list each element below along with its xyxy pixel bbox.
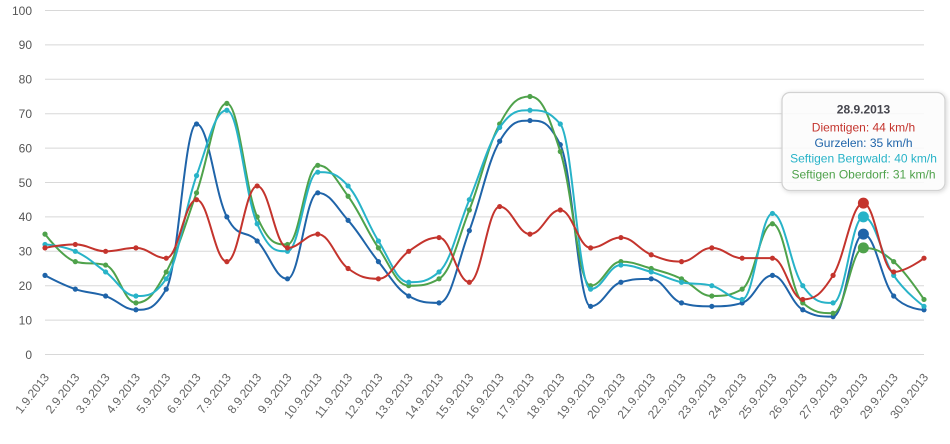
svg-text:Seftigen Bergwald: 40 km/h: Seftigen Bergwald: 40 km/h: [790, 152, 937, 166]
svg-text:70: 70: [19, 107, 33, 121]
svg-text:Seftigen Oberdorf: 31 km/h: Seftigen Oberdorf: 31 km/h: [791, 167, 935, 181]
svg-text:90: 90: [19, 38, 33, 52]
svg-text:50: 50: [19, 176, 33, 190]
svg-text:28.9.2013: 28.9.2013: [837, 103, 891, 117]
svg-text:60: 60: [19, 141, 33, 155]
svg-text:20: 20: [19, 279, 33, 293]
svg-text:40: 40: [19, 210, 33, 224]
svg-text:10: 10: [19, 313, 33, 327]
svg-text:0: 0: [25, 348, 32, 362]
svg-text:100: 100: [12, 4, 32, 18]
svg-text:Gurzelen: 35 km/h: Gurzelen: 35 km/h: [814, 136, 912, 150]
svg-text:Diemtigen: 44 km/h: Diemtigen: 44 km/h: [812, 121, 915, 135]
svg-text:80: 80: [19, 73, 33, 87]
svg-text:30: 30: [19, 245, 33, 259]
